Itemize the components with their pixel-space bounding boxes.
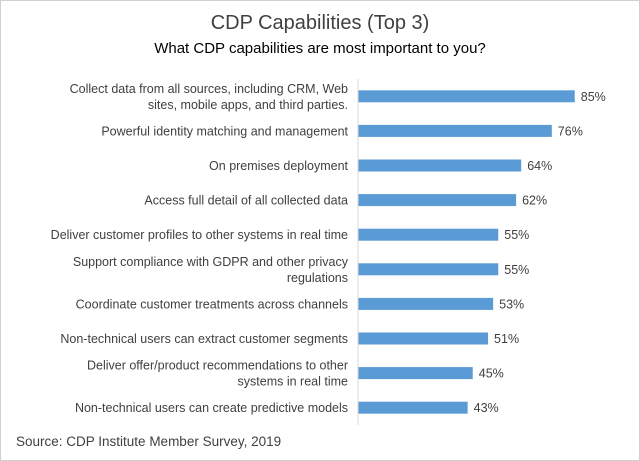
data-label-3: 62% — [522, 194, 547, 208]
data-label-6: 53% — [499, 297, 524, 311]
bar-9 — [358, 401, 468, 414]
category-label-8: Deliver offer/product recommendations to… — [87, 359, 348, 389]
category-label-1: Powerful identity matching and managemen… — [101, 124, 348, 138]
category-label-5: Support compliance with GDPR and other p… — [73, 255, 349, 285]
category-label-4: Deliver customer profiles to other syste… — [51, 228, 348, 242]
category-label-line: Deliver customer profiles to other syste… — [51, 228, 348, 242]
category-label-6: Coordinate customer treatments across ch… — [76, 297, 348, 311]
bar-1 — [358, 124, 552, 137]
category-label-line: Support compliance with GDPR and other p… — [73, 255, 349, 269]
category-label-line: Powerful identity matching and managemen… — [101, 124, 348, 138]
chart-title: CDP Capabilities (Top 3) — [210, 12, 430, 34]
category-label-line: systems in real time — [238, 375, 348, 389]
category-label-9: Non-technical users can create predictiv… — [75, 401, 348, 415]
bar-4 — [358, 228, 499, 241]
data-label-2: 64% — [527, 159, 552, 173]
chart-subtitle: What CDP capabilities are most important… — [154, 40, 486, 57]
category-label-line: Non-technical users can create predictiv… — [75, 401, 348, 415]
bar-3 — [358, 194, 517, 207]
category-label-line: Deliver offer/product recommendations to… — [87, 359, 348, 373]
category-label-line: regulations — [287, 271, 348, 285]
category-label-line: Collect data from all sources, including… — [70, 82, 348, 96]
category-label-line: Coordinate customer treatments across ch… — [76, 297, 348, 311]
category-label-2: On premises deployment — [209, 159, 348, 173]
category-label-line: Non-technical users can extract customer… — [60, 332, 348, 346]
bars-group — [358, 90, 575, 414]
category-label-line: On premises deployment — [209, 159, 348, 173]
value-labels-group: 85% 76% 64% 62% 55% 55% 53% 51% 45% 43% — [474, 90, 606, 415]
category-label-3: Access full detail of all collected data — [144, 194, 348, 208]
data-label-9: 43% — [474, 401, 499, 415]
data-label-0: 85% — [581, 90, 606, 104]
category-label-line: sites, mobile apps, and third parties. — [148, 98, 348, 112]
category-labels-group: Collect data from all sources, including… — [51, 82, 349, 415]
bar-2 — [358, 159, 522, 172]
bar-6 — [358, 297, 494, 310]
data-label-4: 55% — [504, 228, 529, 242]
bar-5 — [358, 263, 499, 276]
data-label-1: 76% — [558, 124, 583, 138]
bar-7 — [358, 332, 489, 345]
bar-0 — [358, 90, 575, 103]
data-label-8: 45% — [479, 367, 504, 381]
category-label-0: Collect data from all sources, including… — [70, 82, 348, 112]
data-label-7: 51% — [494, 332, 519, 346]
category-label-7: Non-technical users can extract customer… — [60, 332, 348, 346]
bar-8 — [358, 367, 473, 380]
source-note: Source: CDP Institute Member Survey, 201… — [16, 434, 282, 449]
data-label-5: 55% — [504, 263, 529, 277]
category-label-line: Access full detail of all collected data — [144, 194, 348, 208]
